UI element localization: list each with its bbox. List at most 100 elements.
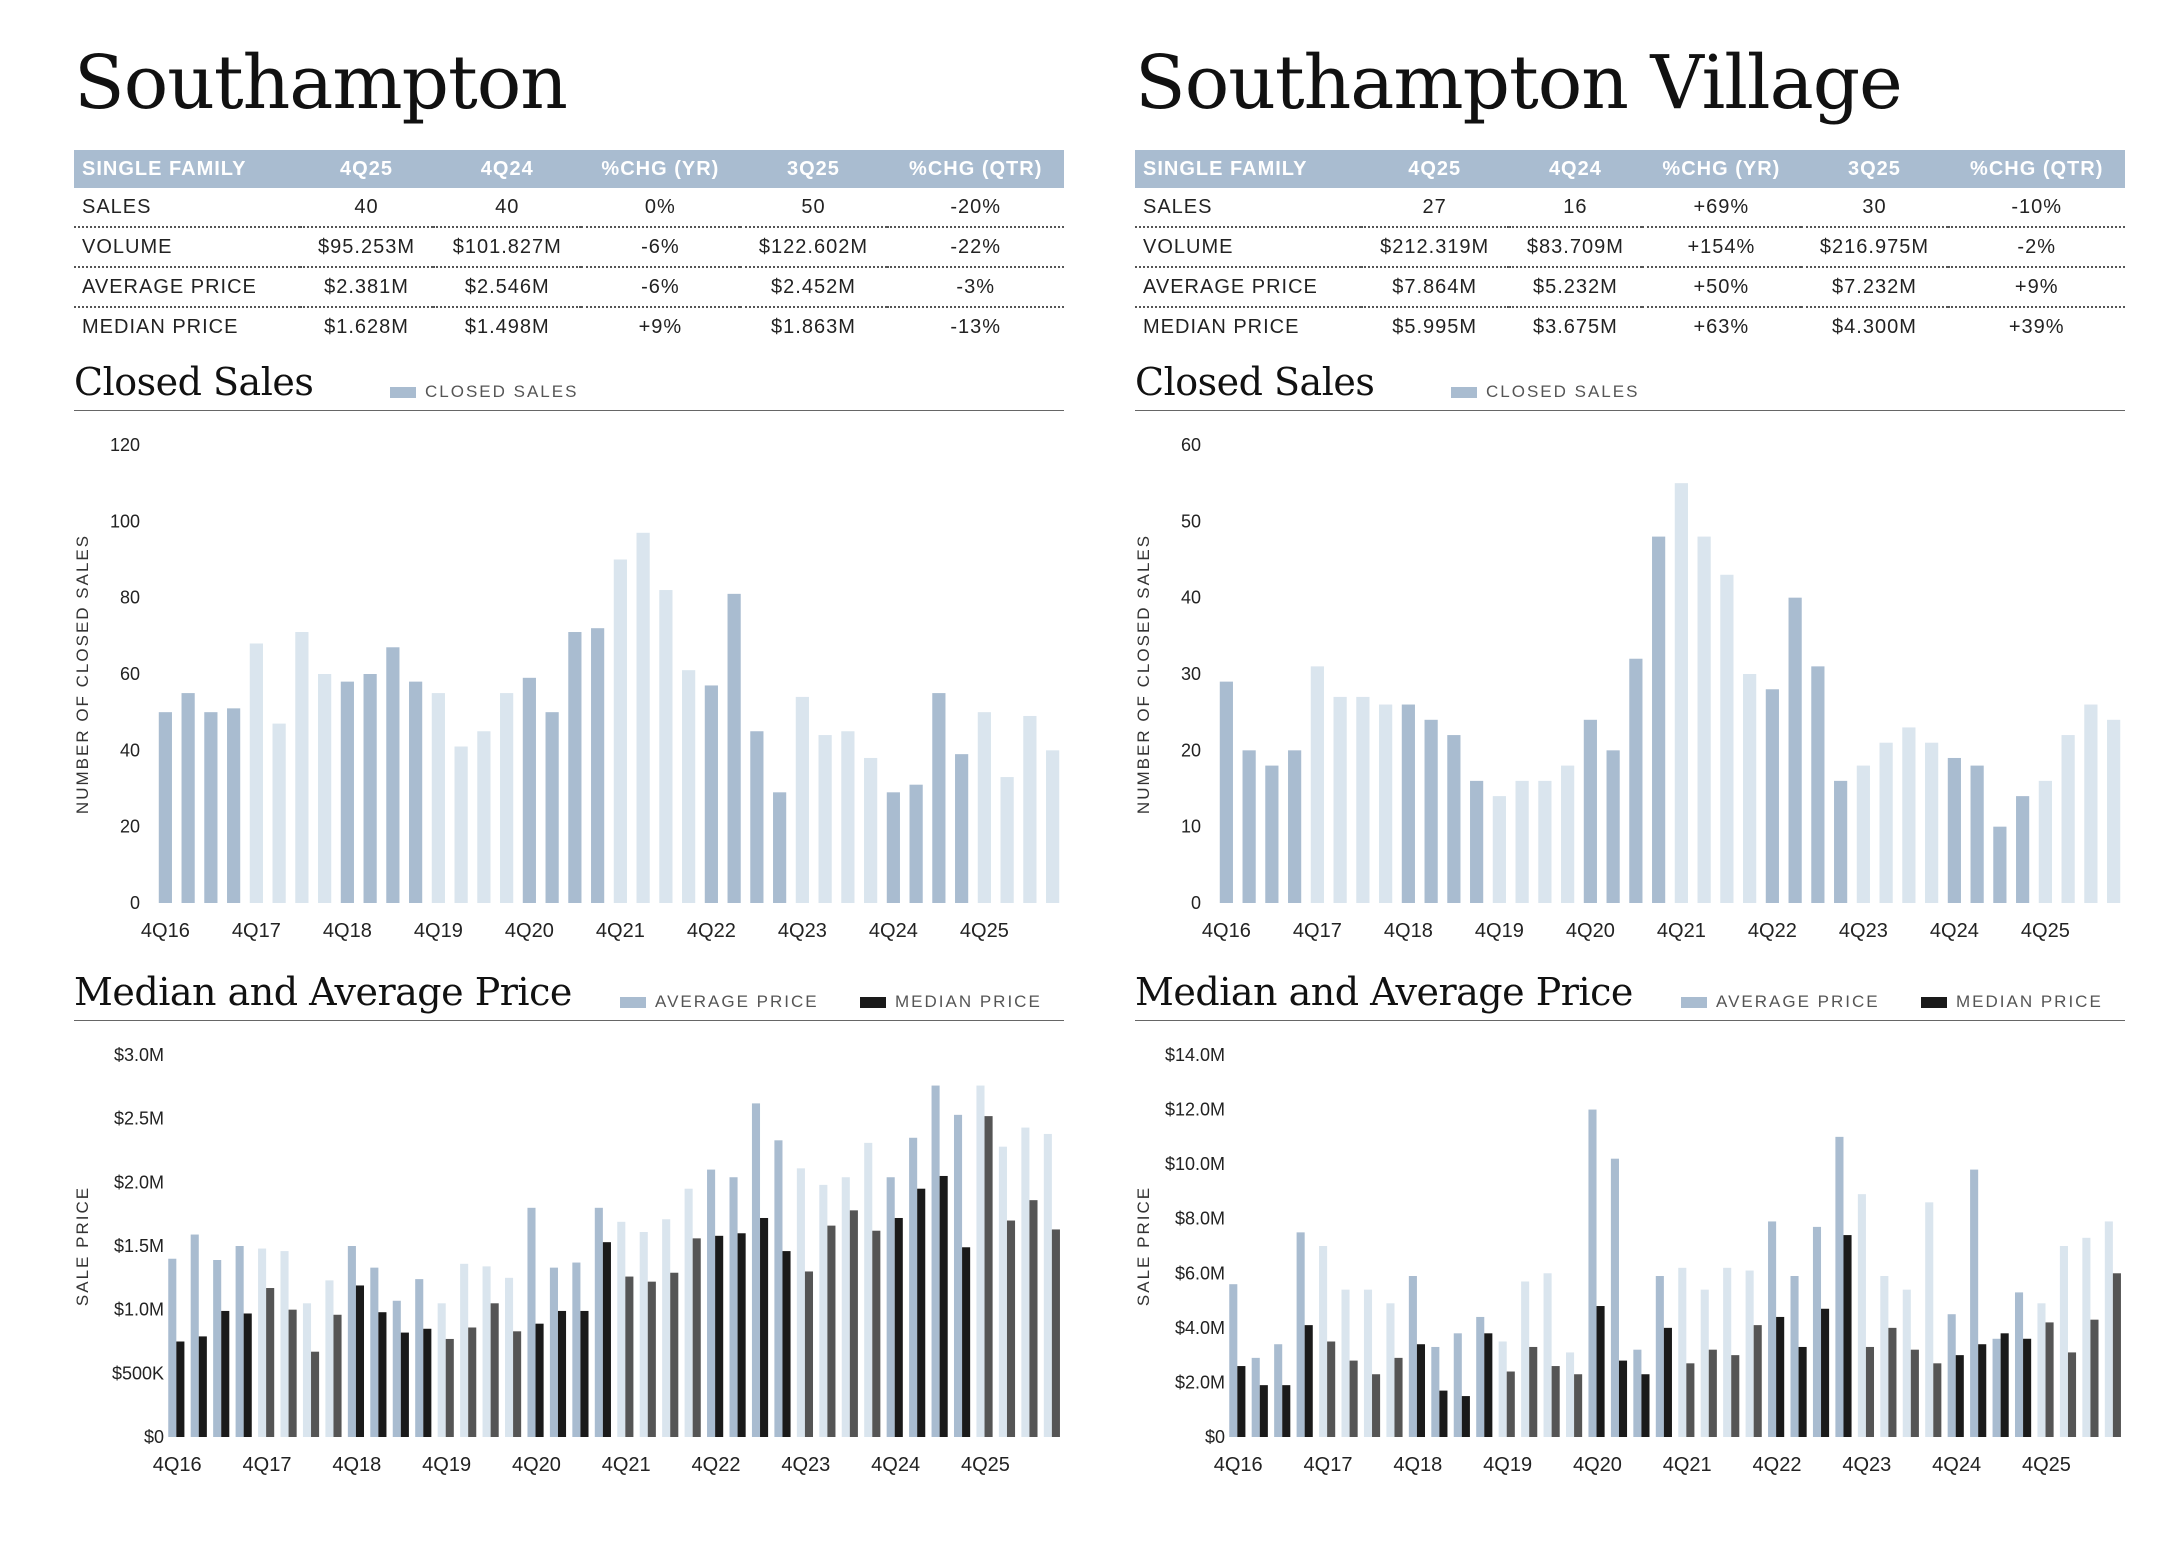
average-price-bar (1296, 1232, 1305, 1437)
closed-sales-bar (818, 735, 832, 903)
x-tick-label: 4Q23 (1842, 1454, 1891, 1476)
y-tick-label: 60 (120, 664, 140, 684)
closed-sales-bar (1993, 826, 2007, 903)
table-cell: $4.300M (1832, 315, 1917, 338)
average-price-bar (1319, 1246, 1328, 1437)
median-price-bar (378, 1312, 387, 1437)
table-header: 3Q25 (739, 150, 888, 188)
average-price-bar (2037, 1303, 2046, 1437)
table-cell: $2.546M (433, 267, 582, 308)
median-price-bar (2000, 1333, 2009, 1437)
table-cell: AVERAGE PRICE (74, 267, 300, 308)
median-price-bar (1933, 1363, 1942, 1437)
table-row: AVERAGE PRICE $7.864M $5.232M +50% $7.23… (1135, 267, 2125, 308)
closed-sales-bar (1697, 536, 1711, 903)
y-tick-label: 80 (120, 588, 140, 608)
average-price-bar (392, 1300, 401, 1437)
closed-sales-bar (477, 731, 491, 903)
x-tick-label: 4Q23 (778, 920, 827, 942)
table-cell: VOLUME (1135, 227, 1361, 268)
median-price-bar (1843, 1235, 1852, 1437)
closed-sales-bar (1288, 750, 1302, 903)
closed-sales-bar (204, 712, 218, 903)
average-price-bar (370, 1267, 379, 1437)
y-tick-label: $6.0M (1175, 1263, 1225, 1283)
table-header: %CHG (YR) (1642, 150, 1801, 188)
x-tick-label: 4Q20 (1573, 1454, 1622, 1476)
median-price-bar (872, 1230, 881, 1437)
closed-sales-bar (1583, 719, 1597, 903)
x-tick-label: 4Q19 (414, 920, 463, 942)
average-price-bar (1902, 1289, 1911, 1437)
average-price-bar (437, 1303, 446, 1437)
y-tick-label: $14.0M (1165, 1045, 1225, 1065)
table-header: 3Q25 (1800, 150, 1949, 188)
table-cell: MEDIAN PRICE (1143, 315, 1300, 338)
table-cell: 40 (299, 188, 434, 228)
legend-swatch (1681, 996, 1707, 1008)
table-header: %CHG (YR) (581, 150, 740, 188)
median-price-bar (1349, 1360, 1358, 1437)
table-cell: MEDIAN PRICE (82, 315, 239, 338)
x-tick-label: 4Q16 (153, 1454, 202, 1476)
median-price-bar (2067, 1352, 2077, 1437)
closed-sales-bar (795, 696, 809, 903)
y-tick-label: 20 (120, 817, 140, 837)
closed-sales-bar (591, 628, 605, 903)
closed-sales-bar (1538, 780, 1552, 903)
closed-sales-bar (727, 593, 741, 903)
table-header: SINGLE FAMILY (74, 150, 300, 188)
table-cell: VOLUME (74, 227, 300, 268)
avg-price-legend: AVERAGE PRICE (620, 992, 819, 1012)
average-price-bar (684, 1188, 693, 1437)
y-axis-title: SALE PRICE (1135, 1186, 1153, 1306)
median-price-bar (1051, 1229, 1060, 1437)
average-price-bar (572, 1262, 581, 1437)
price-title: Median and Average Price (1135, 970, 1633, 1014)
median-price-bar (243, 1313, 252, 1437)
closed-sales-bar (1720, 574, 1734, 903)
median-price-bar (535, 1323, 544, 1437)
price-chart: SALE PRICE $0 $2.0M $4.0M $6.0M $8.0M $10.0M $1… (1135, 1045, 2121, 1476)
table-header-row: SINGLE FAMILY 4Q25 4Q24 %CHG (YR) 3Q25 %… (1135, 150, 2125, 188)
table-cell: +63% (1693, 315, 1750, 338)
closed-sales-bar (886, 792, 900, 903)
closed-sales-bar (1925, 742, 1939, 903)
table-row: VOLUME $212.319M $83.709M +154% $216.975… (1135, 227, 2125, 268)
median-price-bar (1551, 1366, 1560, 1437)
median-price-bar (1259, 1385, 1268, 1437)
median-price-bar (1753, 1325, 1762, 1437)
closed-sales-bar (1265, 765, 1279, 903)
average-price-bar (1812, 1226, 1822, 1437)
median-price-bar (1888, 1327, 1897, 1437)
median-price-bar (198, 1336, 207, 1437)
table-row: SALES 27 16 +69% 30 -10% (1135, 188, 2125, 228)
average-price-bar (1543, 1273, 1552, 1437)
median-price-bar (333, 1314, 342, 1437)
median-price-bar (1327, 1341, 1336, 1437)
table-header: 4Q24 (1508, 150, 1643, 188)
closed-sales-bar (2016, 796, 2030, 903)
y-tick-label: 0 (1191, 893, 1201, 913)
panel-southampton-village: Southampton Village SINGLE FAMILY 4Q25 4… (1135, 0, 2125, 1548)
x-tick-label: 4Q23 (1839, 920, 1888, 942)
average-price-bar (415, 1279, 424, 1437)
table-header: 4Q24 (433, 150, 582, 188)
closed-sales-bar (1788, 597, 1802, 903)
median-price-bar (1439, 1390, 1448, 1437)
closed-sales-bar (1470, 780, 1484, 903)
legend-label: CLOSED SALES (425, 382, 579, 401)
average-price-bar (2082, 1237, 2091, 1437)
median-price-bar (1641, 1374, 1650, 1437)
median-price-bar (2112, 1273, 2121, 1437)
average-price-bar (1386, 1303, 1395, 1437)
closed-sales-bar (295, 632, 309, 903)
median-price-bar (1029, 1200, 1038, 1437)
table-header-row: SINGLE FAMILY 4Q25 4Q24 %CHG (YR) 3Q25 %… (74, 150, 1064, 188)
median-price-bar (513, 1331, 522, 1437)
closed-sales-bar (454, 746, 468, 903)
table-cell: $83.709M (1508, 227, 1643, 268)
x-tick-label: 4Q24 (1930, 920, 1979, 942)
median-price-bar (625, 1276, 634, 1437)
x-tick-label: 4Q25 (960, 920, 1009, 942)
